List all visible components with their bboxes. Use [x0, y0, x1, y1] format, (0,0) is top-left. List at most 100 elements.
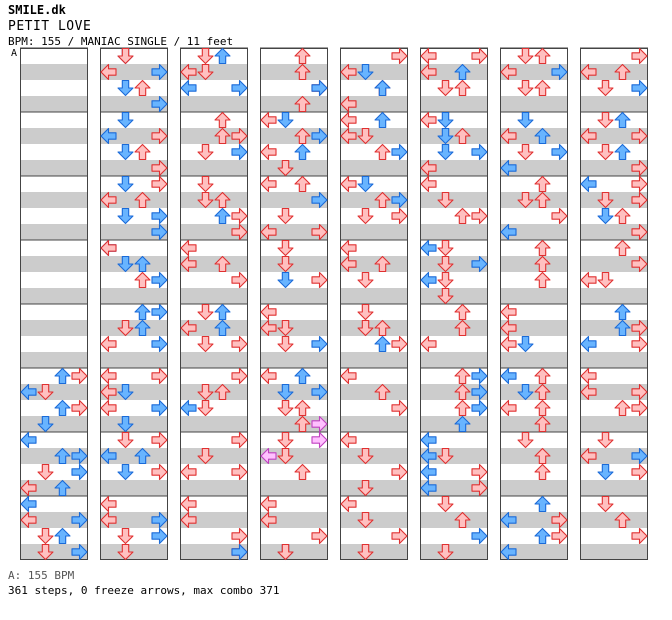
beat-stripe: [100, 352, 168, 368]
right-arrow-icon: [151, 159, 168, 177]
beat-stripe: [20, 256, 88, 272]
right-arrow-icon: [631, 47, 648, 65]
beat-stripe: [100, 128, 168, 144]
right-arrow-icon: [551, 143, 568, 161]
up-arrow-icon: [374, 111, 391, 129]
up-arrow-icon: [294, 367, 311, 385]
right-arrow-icon: [151, 303, 168, 321]
right-arrow-icon: [471, 463, 488, 481]
right-arrow-icon: [311, 191, 328, 209]
down-arrow-icon: [357, 303, 374, 321]
down-arrow-icon: [597, 111, 614, 129]
left-arrow-icon: [180, 495, 197, 513]
right-arrow-icon: [231, 143, 248, 161]
right-arrow-icon: [231, 223, 248, 241]
down-arrow-icon: [197, 175, 214, 193]
up-arrow-icon: [374, 255, 391, 273]
right-arrow-icon: [471, 383, 488, 401]
up-arrow-icon: [374, 191, 391, 209]
right-arrow-icon: [631, 463, 648, 481]
beat-stripe: [180, 128, 248, 144]
up-arrow-icon: [374, 335, 391, 353]
right-arrow-icon: [391, 47, 408, 65]
left-arrow-icon: [260, 223, 277, 241]
beat-stripe: [500, 416, 568, 432]
beat-stripe: [500, 544, 568, 560]
left-arrow-icon: [420, 47, 437, 65]
left-arrow-icon: [340, 127, 357, 145]
up-arrow-icon: [134, 79, 151, 97]
up-arrow-icon: [294, 143, 311, 161]
beat-stripe: [260, 512, 328, 528]
beat-stripe: [100, 512, 168, 528]
up-arrow-icon: [214, 191, 231, 209]
beat-stripe: [340, 288, 408, 304]
beat-stripe: [500, 160, 568, 176]
down-arrow-icon: [117, 463, 134, 481]
beat-stripe: [260, 480, 328, 496]
up-arrow-icon: [214, 255, 231, 273]
up-arrow-icon: [294, 415, 311, 433]
left-arrow-icon: [420, 463, 437, 481]
down-arrow-icon: [437, 111, 454, 129]
left-arrow-icon: [180, 319, 197, 337]
beat-stripe: [100, 544, 168, 560]
down-arrow-icon: [197, 303, 214, 321]
right-arrow-icon: [471, 479, 488, 497]
down-arrow-icon: [277, 111, 294, 129]
beat-stripe: [180, 416, 248, 432]
beat-stripe: [100, 192, 168, 208]
right-arrow-icon: [631, 255, 648, 273]
left-arrow-icon: [420, 431, 437, 449]
down-arrow-icon: [357, 447, 374, 465]
up-arrow-icon: [134, 191, 151, 209]
beat-stripe: [580, 416, 648, 432]
right-arrow-icon: [311, 271, 328, 289]
left-arrow-icon: [580, 271, 597, 289]
left-arrow-icon: [500, 303, 517, 321]
up-arrow-icon: [454, 367, 471, 385]
up-arrow-icon: [454, 511, 471, 529]
beat-stripe: [500, 128, 568, 144]
left-arrow-icon: [580, 447, 597, 465]
beat-stripe: [260, 352, 328, 368]
left-arrow-icon: [580, 335, 597, 353]
up-arrow-icon: [534, 47, 551, 65]
beat-stripe: [500, 480, 568, 496]
beat-stripe: [580, 480, 648, 496]
chart-column: [420, 47, 488, 560]
down-arrow-icon: [197, 335, 214, 353]
right-arrow-icon: [151, 223, 168, 241]
right-arrow-icon: [471, 207, 488, 225]
up-arrow-icon: [454, 79, 471, 97]
left-arrow-icon: [580, 127, 597, 145]
left-arrow-icon: [260, 175, 277, 193]
left-arrow-icon: [260, 447, 277, 465]
beat-stripe: [100, 256, 168, 272]
beat-stripe: [500, 96, 568, 112]
up-arrow-icon: [534, 495, 551, 513]
right-arrow-icon: [391, 207, 408, 225]
down-arrow-icon: [277, 543, 294, 561]
right-arrow-icon: [311, 223, 328, 241]
column-border: [100, 48, 168, 560]
bpm-summary: A: 155 BPM: [8, 569, 75, 582]
left-arrow-icon: [20, 495, 37, 513]
up-arrow-icon: [294, 63, 311, 81]
beat-stripe: [20, 288, 88, 304]
up-arrow-icon: [454, 399, 471, 417]
beat-stripe: [500, 448, 568, 464]
up-arrow-icon: [214, 47, 231, 65]
left-arrow-icon: [180, 463, 197, 481]
down-arrow-icon: [37, 383, 54, 401]
left-arrow-icon: [180, 63, 197, 81]
up-arrow-icon: [374, 319, 391, 337]
beat-stripe: [500, 512, 568, 528]
right-arrow-icon: [391, 191, 408, 209]
beat-stripe: [340, 224, 408, 240]
left-arrow-icon: [260, 111, 277, 129]
right-arrow-icon: [231, 207, 248, 225]
up-arrow-icon: [294, 95, 311, 113]
down-arrow-icon: [437, 191, 454, 209]
